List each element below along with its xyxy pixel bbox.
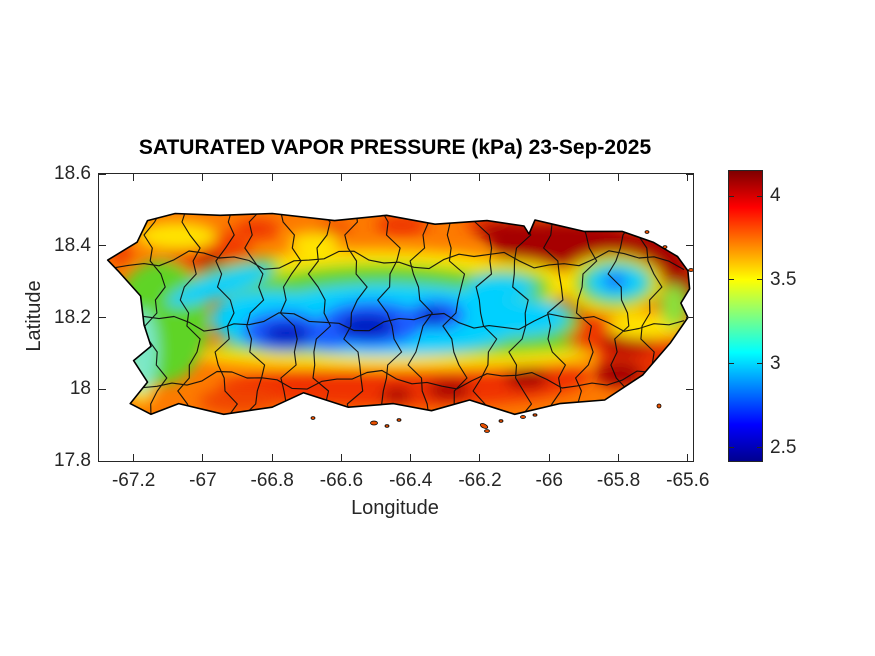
- x-tick-mark: [202, 454, 204, 461]
- x-tick-mark: [340, 454, 342, 461]
- colorbar-tick-mark: [729, 195, 734, 197]
- x-tick-mark-top: [479, 174, 481, 181]
- y-tick-label: 18.6: [54, 163, 91, 184]
- x-tick-mark: [271, 454, 273, 461]
- puerto-rico-map: [106, 212, 693, 433]
- x-tick-mark: [548, 454, 550, 461]
- y-tick-mark: [99, 317, 106, 318]
- x-tick-mark-top: [687, 174, 689, 181]
- x-tick-mark-top: [340, 174, 342, 181]
- island-coastline: [106, 212, 691, 416]
- x-tick-label: -66.2: [458, 470, 502, 491]
- x-tick-mark: [618, 454, 620, 461]
- x-tick-mark: [133, 454, 135, 461]
- x-tick-mark-top: [133, 174, 135, 181]
- x-tick-label: -66.6: [319, 470, 364, 491]
- y-tick-mark-right: [686, 388, 693, 390]
- x-tick-label: -67.2: [111, 470, 156, 491]
- plot-area[interactable]: -67.2 -67 -66.8 -66.6 -66.4 -66.2 -66 -65.8 -65.…: [54, 163, 709, 491]
- colorbar: 2.5 3 3.5 4: [728, 170, 796, 462]
- y-tick-label: 17.8: [54, 450, 91, 471]
- x-tick-label: -66.8: [250, 470, 294, 491]
- x-tick-label: -65.6: [666, 470, 710, 491]
- y-tick-mark-right: [686, 245, 693, 247]
- colorbar-tick-mark: [729, 279, 734, 281]
- x-tick-mark: [687, 454, 689, 461]
- x-tick-mark-top: [410, 174, 412, 181]
- colorbar-tick-mark: [729, 363, 734, 365]
- x-tick-mark: [410, 454, 412, 461]
- colorbar-tick-label: 2.5: [770, 436, 797, 458]
- y-tick-mark-right: [686, 460, 693, 462]
- x-tick-label: -65.8: [596, 470, 641, 491]
- x-tick-mark: [479, 454, 481, 461]
- y-tick-label: 18: [69, 378, 91, 400]
- y-tick-mark: [99, 173, 106, 175]
- x-tick-mark-top: [548, 174, 550, 181]
- x-tick-mark-top: [271, 174, 273, 181]
- municipality-boundaries: [107, 213, 685, 415]
- x-tick-mark-top: [202, 174, 204, 181]
- colorbar-tick-mark: [729, 447, 734, 449]
- y-tick-label: 18.4: [54, 234, 91, 256]
- colorbar-tick-label: 3: [770, 352, 781, 374]
- x-tick-label: -66: [535, 470, 563, 491]
- x-tick-mark-top: [618, 174, 620, 181]
- y-tick-mark: [99, 245, 106, 247]
- y-tick-mark: [99, 388, 106, 390]
- y-tick-mark-right: [686, 173, 693, 175]
- y-tick-mark: [99, 460, 106, 462]
- colorbar-tick-mark-right: [757, 447, 762, 449]
- x-tick-label: -67: [189, 470, 217, 491]
- colorbar-tick-label: 4: [770, 185, 781, 207]
- chart-title: SATURATED VAPOR PRESSURE (kPa) 23-Sep-20…: [138, 136, 652, 159]
- colorbar-tick-mark-right: [757, 195, 762, 197]
- colorbar-tick-mark-right: [757, 279, 762, 281]
- y-tick-label: 18.2: [54, 306, 91, 328]
- colorbar-tick-mark-right: [757, 363, 762, 365]
- colorbar-tick-label: 3.5: [770, 268, 797, 290]
- y-tick-mark-right: [686, 317, 693, 318]
- x-axis-label: Longitude: [351, 497, 439, 519]
- offshore-cays: [310, 230, 693, 433]
- x-tick-label: -66.4: [389, 470, 433, 491]
